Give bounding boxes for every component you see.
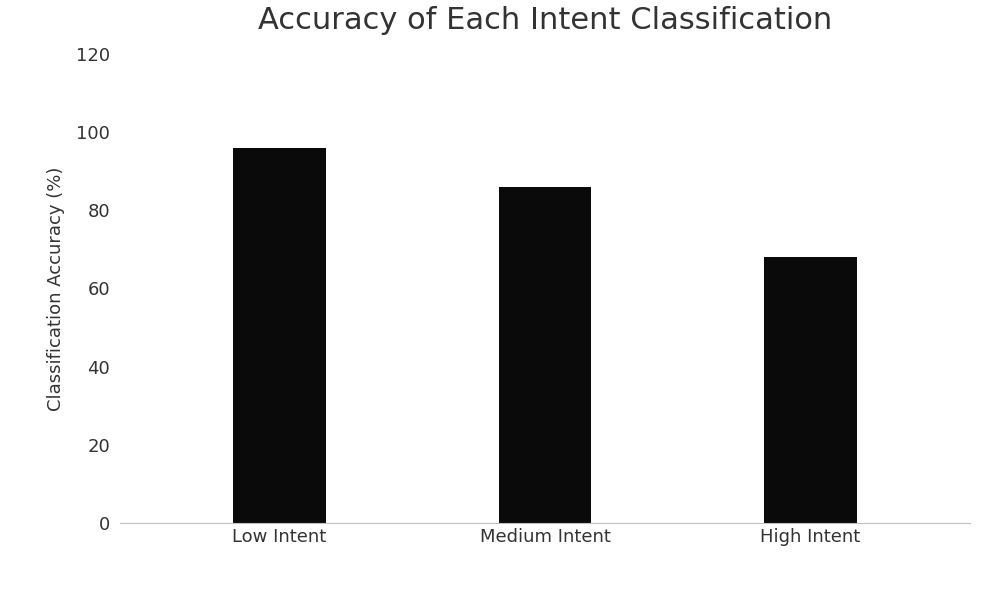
Bar: [764, 257, 857, 523]
Bar: [499, 187, 591, 523]
Title: Accuracy of Each Intent Classification: Accuracy of Each Intent Classification: [258, 6, 832, 35]
Y-axis label: Classification Accuracy (%): Classification Accuracy (%): [47, 166, 65, 410]
Bar: [233, 148, 326, 523]
